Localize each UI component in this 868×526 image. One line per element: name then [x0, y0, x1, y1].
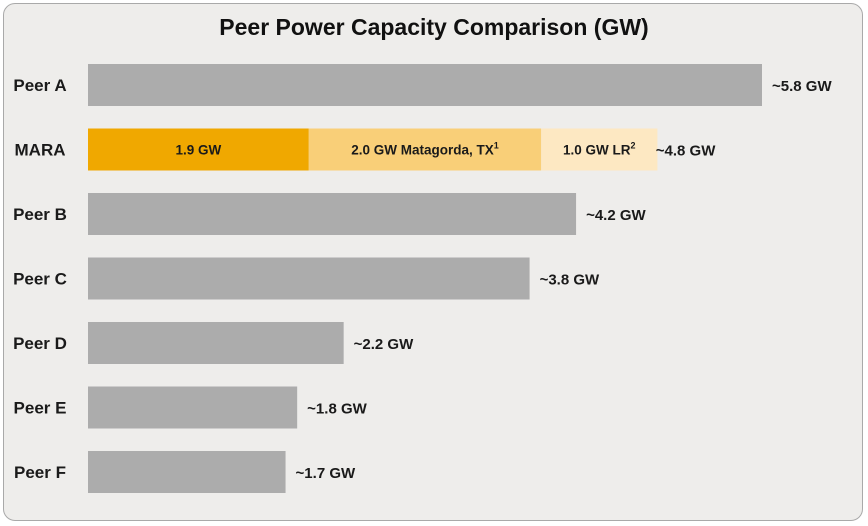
bar-peer-a	[88, 64, 762, 106]
bar-peer-c	[88, 257, 530, 300]
value-label-peer-b: ~4.2 GW	[586, 207, 646, 224]
bar-peer-b	[88, 193, 577, 235]
category-label-peer-f: Peer F	[14, 463, 66, 482]
value-label-peer-a: ~5.8 GW	[772, 78, 832, 95]
segment-label-3: 1.0 GW LR2	[563, 141, 636, 158]
category-label-peer-b: Peer B	[13, 205, 67, 224]
category-label-peer-a: Peer A	[13, 76, 66, 95]
bar-peer-d	[88, 322, 344, 364]
category-label-mara: MARA	[15, 141, 66, 160]
value-label-peer-c: ~3.8 GW	[540, 272, 600, 289]
bar-segment-mara-2	[308, 128, 542, 171]
value-label-peer-f: ~1.7 GW	[296, 465, 356, 482]
value-label-peer-e: ~1.8 GW	[307, 401, 367, 418]
category-label-peer-d: Peer D	[13, 334, 67, 353]
segment-label-2: 2.0 GW Matagorda, TX1	[351, 141, 499, 158]
value-label-peer-d: ~2.2 GW	[354, 336, 414, 353]
value-label-mara: ~4.8 GW	[656, 143, 716, 160]
bar-peer-e	[88, 386, 298, 429]
bar-peer-f	[88, 451, 286, 493]
segment-label-1: 1.9 GW	[176, 143, 222, 158]
category-label-peer-e: Peer E	[14, 399, 67, 418]
category-label-peer-c: Peer C	[13, 270, 67, 289]
bar-segment-mara-3	[541, 128, 658, 171]
bar-segment-mara-1	[88, 128, 309, 171]
chart-title: Peer Power Capacity Comparison (GW)	[219, 14, 649, 40]
